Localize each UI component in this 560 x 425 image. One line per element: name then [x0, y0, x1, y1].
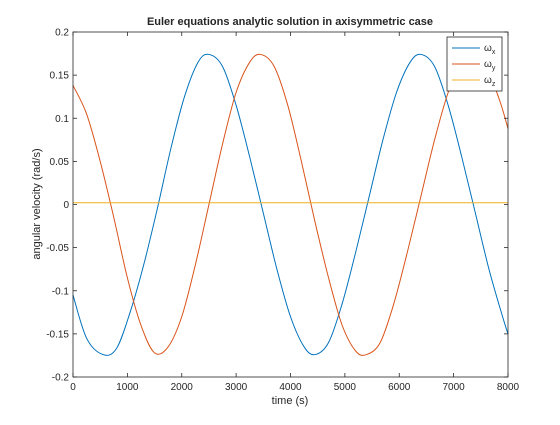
y-tick-label: 0	[63, 200, 69, 211]
x-tick-label: 6000	[388, 382, 411, 393]
y-tick-label: -0.05	[46, 243, 69, 254]
x-tick-label: 1000	[116, 382, 139, 393]
x-tick-label: 5000	[334, 382, 357, 393]
series-line-y	[72, 53, 509, 356]
y-axis-label: angular velocity (rad/s)	[31, 148, 43, 259]
y-tick-label: -0.1	[52, 286, 70, 297]
chart-title: Euler equations analytic solution in axi…	[147, 16, 433, 28]
x-tick-label: 3000	[225, 382, 248, 393]
y-tick-label: 0.05	[50, 157, 70, 168]
y-tick-label: 0.15	[50, 71, 70, 82]
y-tick-label: -0.15	[46, 329, 69, 340]
y-tick-label: 0.2	[55, 28, 69, 39]
x-axis-label: time (s)	[272, 395, 309, 407]
legend-label-y: ωy	[484, 59, 496, 72]
x-axis: 0 1000 2000 3000 4000 5000 6000 7000 8000	[70, 32, 520, 393]
legend: ωx ωy ωz	[446, 36, 503, 92]
x-tick-label: 0	[70, 382, 76, 393]
x-tick-label: 8000	[497, 382, 520, 393]
x-tick-label: 7000	[443, 382, 466, 393]
legend-label-z: ωz	[484, 75, 496, 88]
series-layer	[72, 53, 509, 356]
x-tick-label: 4000	[279, 382, 302, 393]
plot-area	[73, 32, 508, 377]
series-line-x	[72, 53, 509, 356]
x-tick-label: 2000	[171, 382, 194, 393]
y-axis: -0.2 -0.15 -0.1 -0.05 0 0.05 0.1 0.15 0.2	[46, 28, 508, 384]
y-tick-label: 0.1	[55, 114, 69, 125]
y-tick-label: -0.2	[52, 373, 70, 384]
legend-label-x: ωx	[484, 43, 496, 56]
